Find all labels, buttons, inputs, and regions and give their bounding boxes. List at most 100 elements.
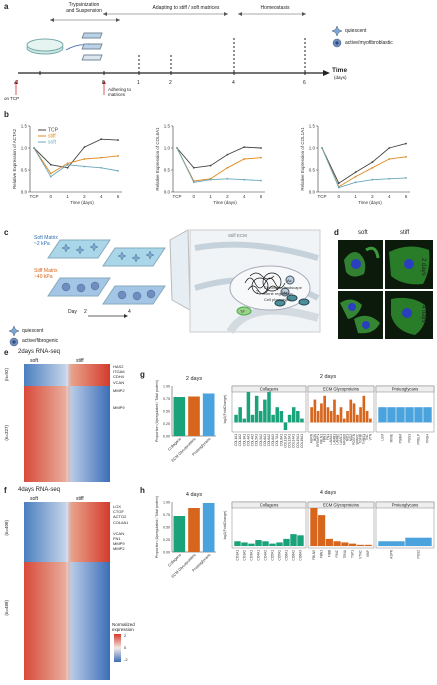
y-tick-label: 1.5 — [21, 124, 28, 129]
data-point — [388, 177, 391, 180]
bar — [316, 411, 320, 423]
x-tick-label: 2 — [371, 194, 374, 199]
x-tick-label: CO5A1 — [271, 550, 275, 561]
x-tick-label: PRELP — [417, 434, 421, 444]
data-point — [405, 155, 407, 158]
chromatin-label: Chromatin landscape — [264, 285, 302, 290]
x-tick-label: COL18A1 — [300, 434, 304, 448]
timeline-tick-6: 6 — [303, 80, 306, 86]
x-tick-label: LUM — [381, 434, 385, 441]
line-chart-col1a1: 0.0 0.5 1.0 1.5 TCP 0 1 2 4 6 Time (days) Relative … — [300, 124, 410, 205]
y-tick-label: 0.5 — [164, 168, 171, 173]
x-tick-label: COL5A2 — [259, 434, 263, 446]
data-point — [33, 147, 35, 149]
y-tick-label: 0.0 — [21, 190, 28, 195]
y-tick-label: 0.00 — [163, 434, 170, 438]
x-tick-label: VWF — [366, 550, 370, 557]
data-point — [100, 138, 103, 141]
gene-label: COL6A1 — [113, 519, 129, 525]
data-point — [226, 166, 229, 169]
series-line — [33, 138, 119, 169]
y-tick-label: 1.0 — [21, 146, 28, 151]
timeline-phase2: Adapting to stiff / soft matrices — [152, 5, 220, 11]
x-tick-label: NID2 — [349, 434, 353, 441]
x-tick-label: TCP — [318, 194, 327, 199]
x-tick-label: COL1A2 — [238, 434, 242, 446]
x-axis-label: Time (days) — [70, 200, 94, 205]
data-point — [371, 166, 374, 169]
heatmap-f-n-top: (n=408) — [4, 520, 9, 536]
panel-label-c: c — [4, 228, 9, 237]
bar-chart-foldchange-4d: 4 days log2(FoldChange) Collagens CO1A1 CO1A… — [223, 490, 435, 561]
gene-label: ITGA6 — [113, 369, 125, 375]
data-point — [49, 163, 52, 166]
x-tick-label: SPARC — [355, 433, 359, 444]
gene-label: HAS2 — [113, 364, 124, 369]
data-point — [100, 166, 103, 169]
facet-header — [307, 385, 375, 393]
tf-label: TF — [240, 309, 245, 314]
facet-title: Proteoglycans — [392, 387, 419, 392]
facet-title: ECM Glycoproteins — [323, 387, 359, 392]
x-tick-label: LAMA4 — [329, 434, 333, 445]
data-point — [176, 147, 178, 149]
x-tick-label: POSTN — [352, 433, 356, 445]
facet-frame — [307, 501, 375, 549]
micrograph-stiff-2d — [385, 240, 433, 289]
x-tick-label: FBN1 — [323, 434, 327, 442]
bar — [378, 407, 387, 423]
x-tick-label: VTNC — [358, 549, 362, 558]
bar — [259, 411, 263, 423]
day-start: 2 — [84, 309, 87, 315]
facet-title: Collagens — [260, 387, 279, 392]
y-tick-label: 0.25 — [163, 422, 170, 426]
timeline-phase1: Trypsinization and Suspension — [66, 2, 102, 14]
bar — [341, 542, 349, 546]
timeline-tick-4: 4 — [232, 80, 235, 86]
bar — [173, 516, 186, 552]
x-tick-label: 0 — [50, 194, 53, 199]
gene-label: VCAN — [113, 379, 125, 385]
x-tick-label: 6 — [260, 194, 263, 199]
x-tick-label: LAMB1 — [332, 434, 336, 445]
heatmap-e-n-bottom: (n=327) — [4, 425, 9, 441]
data-point — [243, 178, 246, 181]
data-point — [192, 181, 195, 184]
bar — [254, 395, 259, 423]
x-tick-label: TNC — [365, 433, 369, 440]
data-point — [117, 155, 119, 157]
x-tick-label: CO6A3 — [299, 550, 303, 561]
bar — [313, 399, 317, 423]
data-point — [83, 158, 86, 160]
heatmap-f — [24, 502, 110, 680]
x-tick-label: COL6A1 — [263, 434, 267, 446]
heatmap-f-soft: soft — [30, 496, 39, 502]
micrograph-soft-4d — [338, 291, 383, 339]
bar — [333, 541, 341, 546]
series-line — [176, 147, 262, 182]
bar — [234, 414, 238, 423]
x-tick-label: COL1A1 — [234, 434, 238, 446]
gene-label: MMP9 — [113, 405, 125, 411]
bar — [234, 541, 241, 546]
bar — [267, 392, 271, 423]
y-axis-label: Proportion (Upregulated / Total protein) — [155, 496, 159, 558]
x-axis-label: Time (days) — [213, 200, 237, 205]
bar — [269, 543, 276, 546]
data-point — [337, 186, 340, 189]
bar — [296, 411, 300, 423]
line-chart-acta2: 0.0 0.5 1.0 1.5 TCP 0 1 2 4 6 Time (days) Relative … — [12, 124, 122, 205]
heatmap-e-soft: soft — [30, 358, 39, 364]
x-axis-label: Time (days) — [358, 200, 382, 205]
heatmap-color-scale — [114, 634, 121, 662]
bar — [310, 508, 318, 546]
legend-tick-2: 2 — [124, 633, 127, 638]
timeline-tick-1: 1 — [137, 80, 140, 86]
x-tick-label: FBN1 — [320, 550, 324, 558]
x-tick-label: FINC — [335, 549, 339, 557]
bar — [329, 411, 333, 423]
x-tick-label: CO3A1 — [250, 550, 254, 561]
x-tick-label: PRG4 — [426, 434, 430, 443]
data-point — [354, 171, 357, 174]
bar — [364, 544, 372, 546]
